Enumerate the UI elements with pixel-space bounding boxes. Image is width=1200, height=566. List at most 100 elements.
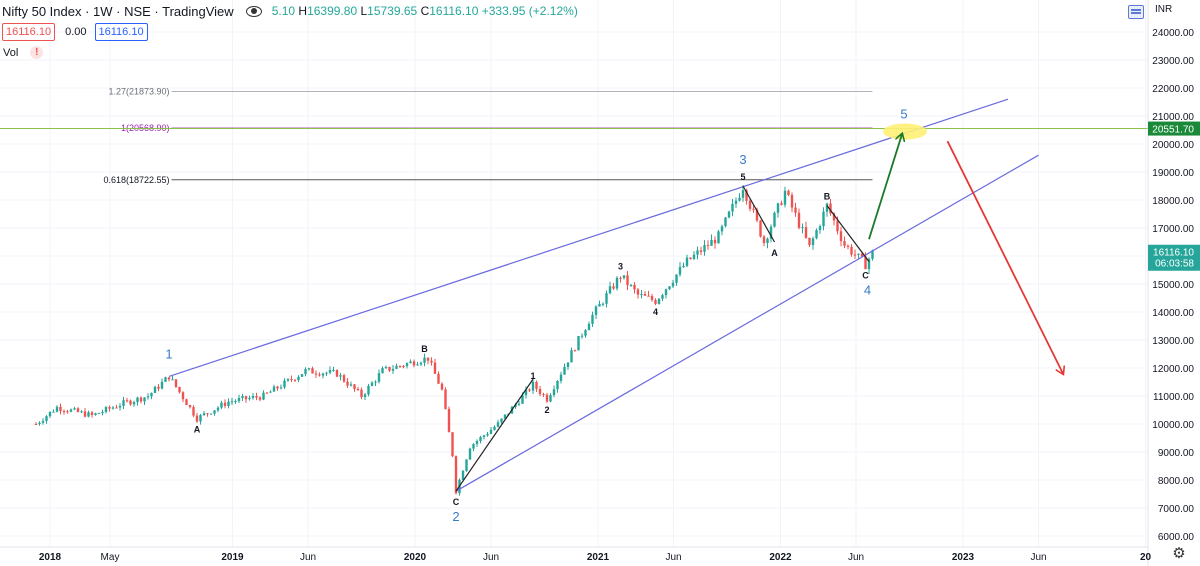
candle-body <box>59 406 62 411</box>
time-tick-label: Jun <box>848 552 864 563</box>
time-tick-label: 2020 <box>404 552 427 563</box>
symbol-title[interactable]: Nifty 50 Index · 1W · NSE · TradingView <box>2 3 234 19</box>
candle-body <box>605 293 608 304</box>
candle-body <box>321 373 325 376</box>
wave-drawings <box>168 98 1063 492</box>
candle-body <box>206 413 209 415</box>
candle-body <box>573 350 577 352</box>
candle-body <box>230 401 234 403</box>
candle-body <box>759 220 762 237</box>
candle-body <box>262 392 265 400</box>
candle-body <box>682 265 685 268</box>
buy-price-box[interactable]: 16116.10 <box>94 23 148 41</box>
candle-body <box>815 230 818 239</box>
wave-line <box>455 378 534 492</box>
candle-body <box>307 368 311 370</box>
candle-body <box>671 282 675 287</box>
change-value: +333.95 (+2.12%) <box>481 4 578 18</box>
candle-body <box>248 397 251 400</box>
candle-body <box>580 335 584 337</box>
candle-body <box>430 360 433 363</box>
time-axis[interactable]: 2018 May 2019 Jun 2020 Jun 2021 Jun 2022 Jun 2023 J… <box>0 546 1151 563</box>
candle-body <box>783 190 787 205</box>
candle-body <box>97 413 101 415</box>
candle-body <box>720 226 724 232</box>
candle-body <box>258 397 262 400</box>
high-value: 16399.80 <box>307 4 358 18</box>
candlestick-series <box>34 185 874 496</box>
candle-body <box>328 370 332 373</box>
warning-icon[interactable]: ! <box>30 46 44 59</box>
candle-body <box>594 306 598 315</box>
chart-legend: Nifty 50 Index · 1W · NSE · TradingView … <box>2 2 578 20</box>
candle-body <box>538 388 542 395</box>
minor-wave-label: C <box>453 497 460 507</box>
price-tick-label: 13000.00 <box>1152 336 1194 347</box>
candle-body <box>629 284 633 286</box>
candle-body <box>524 389 528 396</box>
visibility-eye-icon[interactable] <box>245 5 262 17</box>
object-tree-icon[interactable] <box>1128 5 1144 19</box>
sell-price-box[interactable]: 16116.10 <box>2 23 56 41</box>
candle-body <box>314 373 318 375</box>
candle-body <box>587 323 591 331</box>
price-tick-label: 21000.00 <box>1152 112 1194 123</box>
time-tick-label: Jun <box>300 552 316 563</box>
candle-body <box>41 421 45 423</box>
candle-body <box>836 220 839 232</box>
candle-body <box>734 200 738 204</box>
candle-body <box>164 377 167 382</box>
chart-grid <box>0 0 1148 547</box>
candle-body <box>160 381 164 389</box>
candle-body <box>412 361 416 366</box>
candle-body <box>664 289 668 296</box>
candle-body <box>591 314 594 324</box>
candle-body <box>125 400 129 402</box>
candle-body <box>122 400 125 406</box>
candle-body <box>318 374 321 376</box>
candle-body <box>615 277 619 289</box>
price-axis[interactable]: INR 24000.00 23000.00 22000.00 21000.00 20000… <box>1147 0 1200 566</box>
candle-body <box>223 402 227 406</box>
candle-body <box>640 294 643 296</box>
last-price-tag-label: 16116.10 <box>1153 248 1194 259</box>
candle-body <box>699 250 703 252</box>
low-label: L <box>360 4 368 18</box>
candle-body <box>552 389 556 396</box>
candle-body <box>209 413 213 415</box>
candle-body <box>335 370 339 377</box>
candle-body <box>143 397 146 402</box>
candle-body <box>398 365 402 367</box>
price-tick-label: 20000.00 <box>1152 140 1194 151</box>
candle-body <box>437 373 440 384</box>
settings-gear-icon[interactable]: ⚙ <box>1172 545 1186 562</box>
candle-body <box>829 203 832 214</box>
candle-body <box>111 407 115 409</box>
candle-body <box>703 245 706 252</box>
candle-body <box>171 379 174 381</box>
candle-body <box>468 448 472 460</box>
candle-body <box>374 381 377 383</box>
candle-body <box>286 378 290 381</box>
minor-wave-label: A <box>771 248 778 258</box>
candle-body <box>45 416 48 422</box>
candle-body <box>832 213 836 221</box>
price-tick-label: 8000.00 <box>1158 476 1195 487</box>
time-tick-label: Jun <box>483 552 499 563</box>
minor-wave-label: B <box>421 344 428 354</box>
price-tick-label: 14000.00 <box>1152 308 1194 319</box>
major-wave-label: 1 <box>165 346 172 361</box>
spread-value: 0.00 <box>65 26 87 38</box>
candle-body <box>496 422 500 427</box>
price-tick-label: 19000.00 <box>1152 168 1194 179</box>
fib-levels: 1.27(21873.90)1(20568.90)0.618(18722.55) <box>0 87 1148 185</box>
time-tick-label: 2021 <box>587 552 610 563</box>
candle-body <box>300 374 304 377</box>
price-tick-label: 10000.00 <box>1152 420 1194 431</box>
candle-body <box>391 368 395 371</box>
candle-body <box>174 379 178 387</box>
target-highlight <box>883 123 927 140</box>
candle-body <box>94 413 97 415</box>
candle-body <box>808 237 811 246</box>
